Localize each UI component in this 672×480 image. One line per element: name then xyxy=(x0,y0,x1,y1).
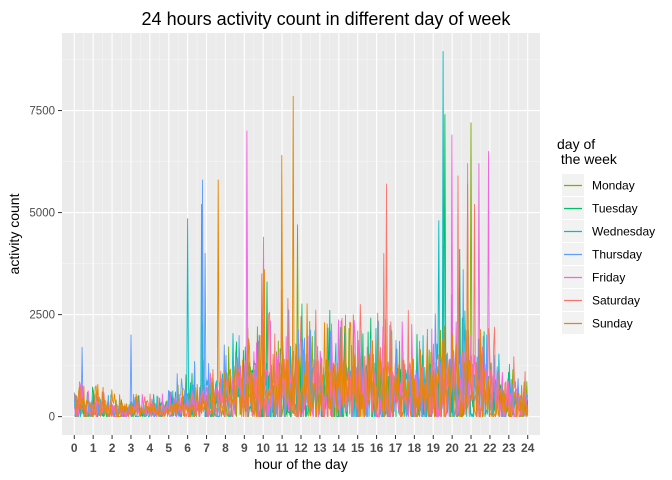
legend-item-sunday: Sunday xyxy=(562,312,633,334)
x-tick-label: 10 xyxy=(257,441,271,455)
legend-label: Tuesday xyxy=(592,202,638,216)
x-tick-label: 19 xyxy=(427,441,441,455)
x-tick-label: 2 xyxy=(109,441,116,455)
x-tick-label: 9 xyxy=(241,441,248,455)
x-tick-label: 5 xyxy=(165,441,172,455)
x-tick-label: 12 xyxy=(294,441,308,455)
y-tick-label: 0 xyxy=(49,412,55,424)
legend-label: Monday xyxy=(592,179,635,193)
legend-label: Wednesday xyxy=(592,225,655,239)
x-tick-label: 24 xyxy=(521,441,535,455)
x-tick-label: 21 xyxy=(464,441,478,455)
x-tick-label: 7 xyxy=(203,441,210,455)
x-tick-label: 22 xyxy=(483,441,497,455)
legend-label: Sunday xyxy=(592,317,633,331)
x-tick-label: 3 xyxy=(128,441,135,455)
x-tick-label: 0 xyxy=(71,441,78,455)
series-line-sunday xyxy=(74,95,529,418)
x-tick-label: 15 xyxy=(351,441,365,455)
x-axis: 0 1 2 3 4 5 6 7 8 9 10 11 12 13 14 15 16 17 18 19 20 21 22 23 24 xyxy=(71,435,535,455)
series-layer xyxy=(73,50,529,418)
x-tick-label: 17 xyxy=(389,441,403,455)
legend-label: Saturday xyxy=(592,294,640,308)
legend-item-wednesday: Wednesday xyxy=(562,220,655,242)
legend-title-line-1: day of xyxy=(557,136,595,152)
x-tick-label: 8 xyxy=(222,441,229,455)
legend-items: Monday Tuesday Wednesday Thursday Friday Satu… xyxy=(562,174,655,334)
x-tick-label: 18 xyxy=(408,441,422,455)
legend-item-saturday: Saturday xyxy=(562,289,640,311)
x-axis-title: hour of the day xyxy=(254,456,347,472)
y-tick-label: 7500 xyxy=(29,106,55,118)
x-tick-label: 1 xyxy=(90,441,97,455)
x-tick-label: 4 xyxy=(147,441,154,455)
legend-title-line-2: the week xyxy=(557,151,618,167)
legend-item-tuesday: Tuesday xyxy=(562,197,638,219)
x-tick-label: 13 xyxy=(313,441,327,455)
y-tick-label: 2500 xyxy=(29,310,55,322)
x-tick-label: 11 xyxy=(276,441,289,455)
y-axis: 0 2500 5000 7500 xyxy=(29,106,62,424)
x-tick-label: 14 xyxy=(332,441,346,455)
y-axis-title: activity count xyxy=(6,193,22,274)
x-tick-label: 6 xyxy=(184,441,191,455)
legend: day of the week Monday Tuesday Wednesday Th… xyxy=(557,136,655,334)
legend-item-friday: Friday xyxy=(562,266,625,288)
series-line-saturday xyxy=(73,175,529,418)
legend-label: Friday xyxy=(592,271,625,285)
x-tick-label: 16 xyxy=(370,441,384,455)
x-tick-label: 20 xyxy=(445,441,459,455)
legend-item-thursday: Thursday xyxy=(562,243,642,265)
y-tick-label: 5000 xyxy=(29,208,55,220)
legend-label: Thursday xyxy=(592,248,642,262)
chart-title: 24 hours activity count in different day… xyxy=(142,9,512,29)
legend-item-monday: Monday xyxy=(562,174,635,196)
x-tick-label: 23 xyxy=(502,441,516,455)
